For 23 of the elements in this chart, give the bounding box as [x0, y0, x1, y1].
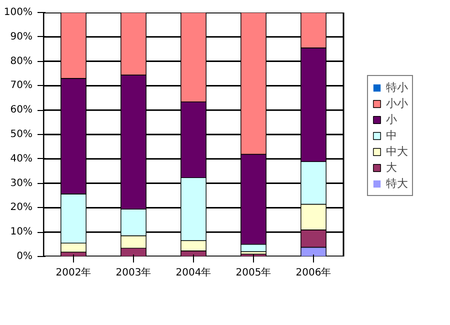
y-tick-label: 70%	[10, 80, 33, 92]
y-tick-label: 100%	[4, 7, 33, 18]
legend-label: 大	[386, 160, 398, 175]
x-tick-label: 2005年	[236, 266, 272, 278]
legend-label: 中大	[386, 144, 408, 159]
legend-label: 特大	[386, 176, 408, 191]
legend-label: 中	[386, 128, 398, 143]
y-tick-label: 10%	[10, 226, 33, 238]
x-tick-label: 2003年	[116, 266, 152, 278]
y-tick-label: 80%	[10, 56, 33, 67]
legend-label: 小	[386, 112, 398, 127]
y-tick-label: 90%	[10, 31, 33, 42]
x-tick-label: 2004年	[176, 266, 212, 278]
legend-label: 小小	[386, 96, 408, 111]
x-tick-label: 2002年	[56, 266, 92, 278]
y-tick-label: 20%	[10, 202, 33, 214]
y-tick-label: 30%	[10, 178, 33, 189]
y-tick-label: 60%	[10, 104, 33, 116]
x-tick-label: 2006年	[296, 266, 332, 278]
y-tick-label: 40%	[10, 153, 33, 164]
y-tick-label: 0%	[16, 251, 33, 262]
y-tick-label: 50%	[10, 129, 33, 140]
legend-label: 特小	[386, 80, 408, 95]
